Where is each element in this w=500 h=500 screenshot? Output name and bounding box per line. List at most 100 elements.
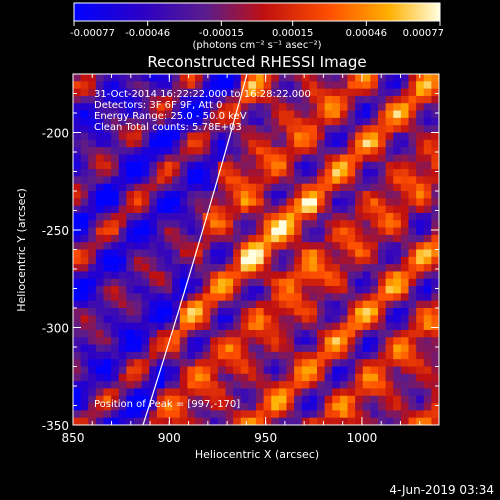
heatmap-cell [294,322,303,331]
heatmap-cell [378,176,387,185]
heatmap-cell [233,388,242,397]
heatmap-cell [126,264,135,272]
heatmap-cell [370,308,379,316]
heatmap-cell [210,300,219,309]
heatmap-cell [210,388,219,397]
heatmap-cell [286,359,295,367]
heatmap-cell [225,410,234,419]
heatmap-cell [294,139,303,148]
heatmap-cell [423,403,432,411]
heatmap-cell [355,300,364,309]
heatmap-cell [202,234,211,243]
heatmap-cell [271,88,280,97]
heatmap-cell [317,183,326,192]
heatmap-cell [362,74,371,82]
heatmap-cell [118,191,127,199]
heatmap-cell [339,329,348,338]
heatmap-cell [408,351,417,360]
heatmap-cell [378,388,387,397]
heatmap-cell [347,227,356,236]
heatmap-cell [240,271,249,280]
heatmap-cell [111,161,120,170]
heatmap-cell [271,191,280,199]
heatmap-cell [408,242,417,250]
heatmap-cell [317,242,326,250]
colorbar-tick-label: 0.00077 [403,28,444,39]
heatmap-cell [294,300,303,309]
heatmap-cell [423,103,432,111]
heatmap-cell [423,264,432,272]
heatmap-cell [195,234,204,243]
heatmap-cell [172,322,181,331]
heatmap-cell [347,205,356,214]
heatmap-cell [286,205,295,214]
heatmap-cell [256,373,265,382]
heatmap-cell [393,147,402,155]
heatmap-cell [378,103,387,111]
heatmap-cell [172,293,181,302]
heatmap-cell [309,154,318,163]
x-axis-label: Heliocentric X (arcsec) [195,448,319,461]
heatmap-cell [286,271,295,280]
heatmap-cell [248,95,257,104]
chart-title: Reconstructed RHESSI Image [147,53,366,71]
heatmap-cell [393,264,402,272]
heatmap-cell [164,249,173,258]
heatmap-cell [149,95,158,104]
heatmap-cell [73,132,82,141]
heatmap-cell [362,220,371,228]
heatmap-cell [240,337,249,345]
heatmap-cell [210,169,219,177]
x-tick-label: 950 [254,431,277,445]
heatmap-cell [141,337,150,345]
heatmap-cell [400,125,409,133]
heatmap-cell [179,227,188,236]
heatmap-cell [240,308,249,316]
heatmap-cell [408,344,417,353]
heatmap-cell [240,169,249,177]
heatmap-cell [416,154,425,163]
heatmap-cell [111,417,120,425]
heatmap-cell [179,278,188,287]
heatmap-cell [256,176,265,185]
heatmap-cell [286,183,295,192]
heatmap-cell [156,300,165,309]
heatmap-cell [149,403,158,411]
heatmap-cell [423,322,432,331]
heatmap-cell [317,191,326,199]
heatmap-cell [95,329,104,338]
heatmap-cell [278,147,287,155]
heatmap-cell [393,191,402,199]
heatmap-cell [393,242,402,250]
heatmap-cell [225,176,234,185]
heatmap-cell [385,388,394,397]
heatmap-cell [400,154,409,163]
heatmap-cell [187,308,196,316]
heatmap-cell [217,220,226,228]
heatmap-cell [73,286,82,294]
heatmap-cell [355,234,364,243]
heatmap-cell [73,256,82,265]
heatmap-cell [103,88,112,97]
heatmap-cell [80,227,89,236]
heatmap-cell [202,300,211,309]
heatmap-cell [217,242,226,250]
heatmap-cell [141,249,150,258]
heatmap-cell [271,249,280,258]
heatmap-cell [248,381,257,389]
heatmap-cell [156,381,165,389]
heatmap-cell [370,337,379,345]
heatmap-cell [217,264,226,272]
heatmap-cell [73,293,82,302]
heatmap-cell [263,81,272,90]
heatmap-cell [263,366,272,375]
heatmap-cell [324,205,333,214]
heatmap-cell [423,286,432,294]
heatmap-cell [309,329,318,338]
heatmap-cell [416,359,425,367]
heatmap-cell [187,329,196,338]
heatmap-cell [355,256,364,265]
heatmap-cell [263,95,272,104]
heatmap-cell [141,329,150,338]
heatmap-cell [309,220,318,228]
